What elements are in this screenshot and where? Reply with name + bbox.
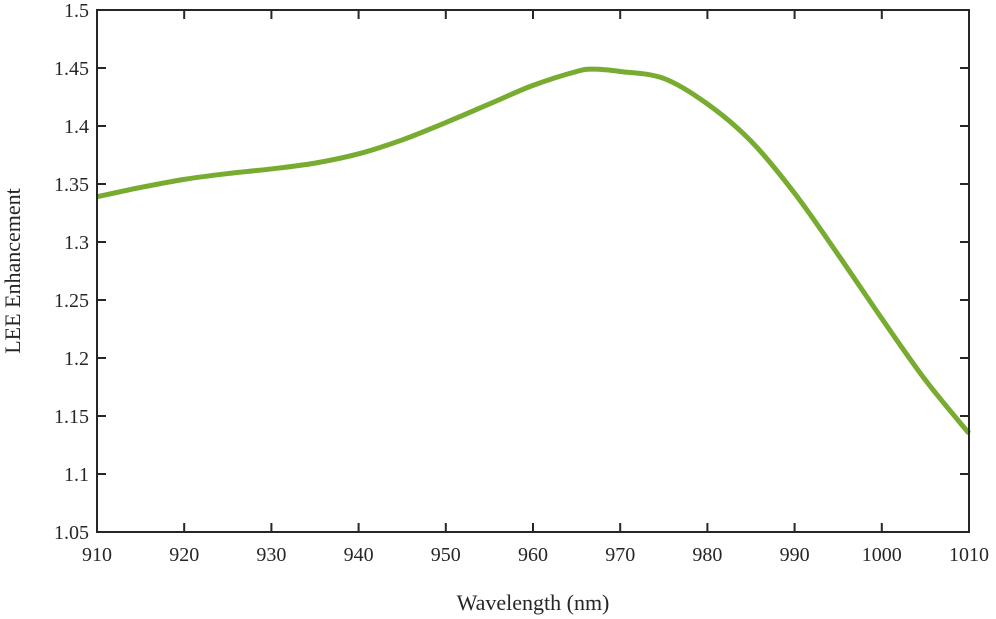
plot-frame: [96, 9, 970, 533]
x-tick-label: 930: [256, 544, 286, 566]
x-tick-label: 980: [692, 544, 722, 566]
x-tick-label: 1000: [862, 544, 902, 566]
tick-labels-layer: 910 920 930 940 950 960 970 980 990 1000 1010 1.05 1…: [54, 0, 989, 566]
x-tick-label: 970: [605, 544, 635, 566]
y-tick-label: 1.05: [54, 522, 89, 544]
y-tick-label: 1.25: [54, 290, 89, 312]
ticks-layer: [96, 9, 970, 533]
x-tick-label: 940: [344, 544, 374, 566]
y-tick-label: 1.1: [64, 464, 89, 486]
x-axis-label: Wavelength (nm): [457, 590, 610, 615]
x-tick-label: 990: [780, 544, 810, 566]
y-tick-label: 1.45: [54, 58, 89, 80]
x-tick-label: 1010: [949, 544, 989, 566]
y-tick-label: 1.35: [54, 174, 89, 196]
y-tick-label: 1.5: [64, 0, 89, 22]
x-tick-label: 910: [82, 544, 112, 566]
x-tick-label: 960: [518, 544, 548, 566]
y-tick-label: 1.2: [64, 348, 89, 370]
y-axis-label: LEE Enhancement: [0, 188, 25, 354]
series-layer: [96, 66, 971, 435]
series-line: [96, 66, 971, 435]
x-tick-label: 950: [431, 544, 461, 566]
x-tick-label: 920: [169, 544, 199, 566]
y-tick-label: 1.15: [54, 406, 89, 428]
y-tick-label: 1.4: [64, 116, 89, 138]
y-tick-label: 1.3: [64, 232, 89, 254]
